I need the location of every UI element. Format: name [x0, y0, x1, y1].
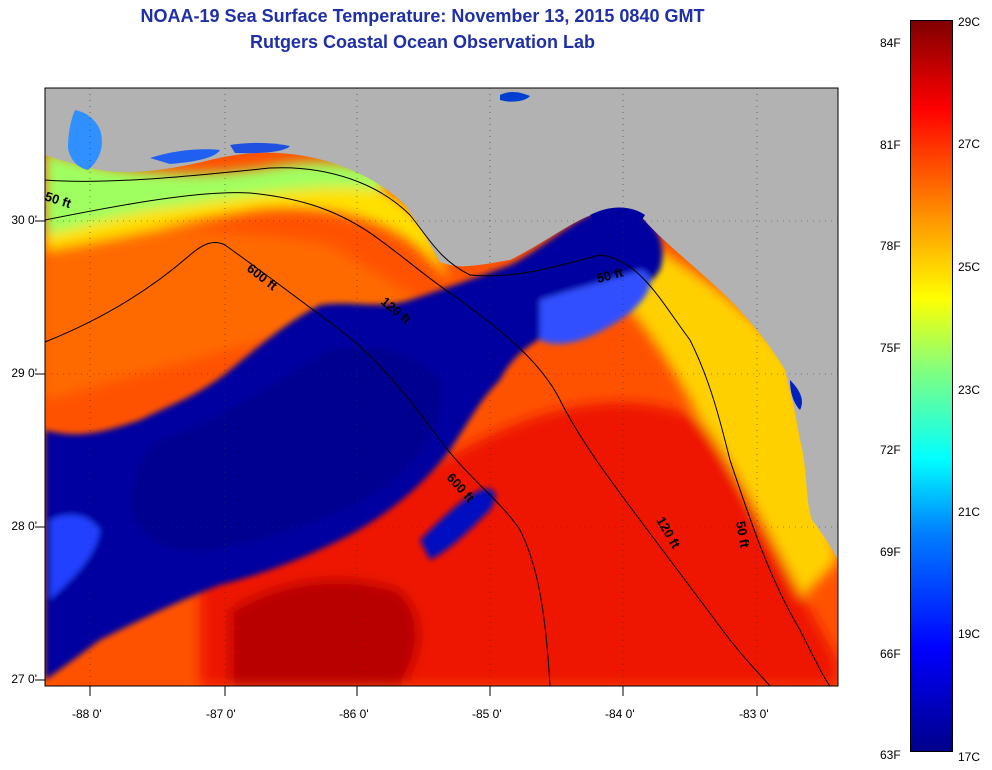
- contour-50ft: [44, 167, 831, 687]
- map-title: NOAA-19 Sea Surface Temperature: Novembe…: [140, 6, 705, 26]
- lon-label-86: -86 0': [339, 707, 369, 721]
- colorbar-f-label: 78F: [880, 239, 901, 253]
- contour-120ft: [44, 192, 771, 687]
- east-shelf-yellow: [620, 240, 838, 600]
- colorbar-c-label: 27C: [958, 137, 981, 151]
- tampa-bay: [790, 380, 802, 410]
- depth-contours: [44, 167, 831, 687]
- cool-patch-east: [540, 270, 651, 344]
- choctaw-bay: [230, 142, 290, 154]
- pensacola-bay: [150, 149, 220, 164]
- lake-north: [500, 92, 530, 102]
- colorbar-f-label: 63F: [880, 748, 901, 762]
- sea-darkred-south: [230, 579, 419, 686]
- lat-label-29: 29 0': [11, 366, 37, 380]
- lat-label-27: 27 0': [11, 672, 37, 686]
- lon-label-83: -83 0': [739, 707, 769, 721]
- mobile-bay: [68, 110, 102, 170]
- cool-patch-west: [50, 514, 100, 600]
- contour-600ft: [44, 242, 551, 687]
- axis-ticks: [35, 220, 758, 696]
- colorbar-c-label: 25C: [958, 260, 981, 274]
- colorbar-f-label: 81F: [880, 138, 901, 152]
- colorbar-f-label: 84F: [880, 36, 901, 50]
- lon-label-88: -88 0': [72, 707, 102, 721]
- colorbar-c-label: 29C: [958, 15, 981, 29]
- colorbar-f-label: 75F: [880, 341, 901, 355]
- lat-label-30: 30 0': [11, 213, 37, 227]
- map-frame: [44, 87, 839, 687]
- apalachee-coast-water: [590, 207, 645, 229]
- lon-label-85: -85 0': [472, 707, 502, 721]
- lat-label-28: 28 0': [11, 519, 37, 533]
- contour-label-50ft-east-north: 50 ft: [595, 264, 625, 286]
- cold-filament: [420, 488, 496, 560]
- colorbar-c-label: 21C: [958, 505, 981, 519]
- colorbar-c-label: 19C: [958, 627, 981, 641]
- contour-label-50ft-east: 50 ft: [733, 520, 753, 550]
- colorbar-f-label: 72F: [880, 443, 901, 457]
- temperature-colorbar: [910, 20, 953, 752]
- sea-orange-north: [45, 228, 420, 400]
- lon-label-87: -87 0': [206, 707, 236, 721]
- land-mass: [45, 88, 838, 560]
- colorbar-f-label: 66F: [880, 647, 901, 661]
- cold-water-center: [130, 346, 442, 551]
- colorbar-c-label: 17C: [958, 750, 981, 764]
- colorbar-f-label: 69F: [880, 545, 901, 559]
- lon-label-84: -84 0': [605, 707, 635, 721]
- graticule: [45, 88, 838, 686]
- colorbar-c-label: 23C: [958, 383, 981, 397]
- map-subtitle: Rutgers Coastal Ocean Observation Lab: [249, 32, 596, 52]
